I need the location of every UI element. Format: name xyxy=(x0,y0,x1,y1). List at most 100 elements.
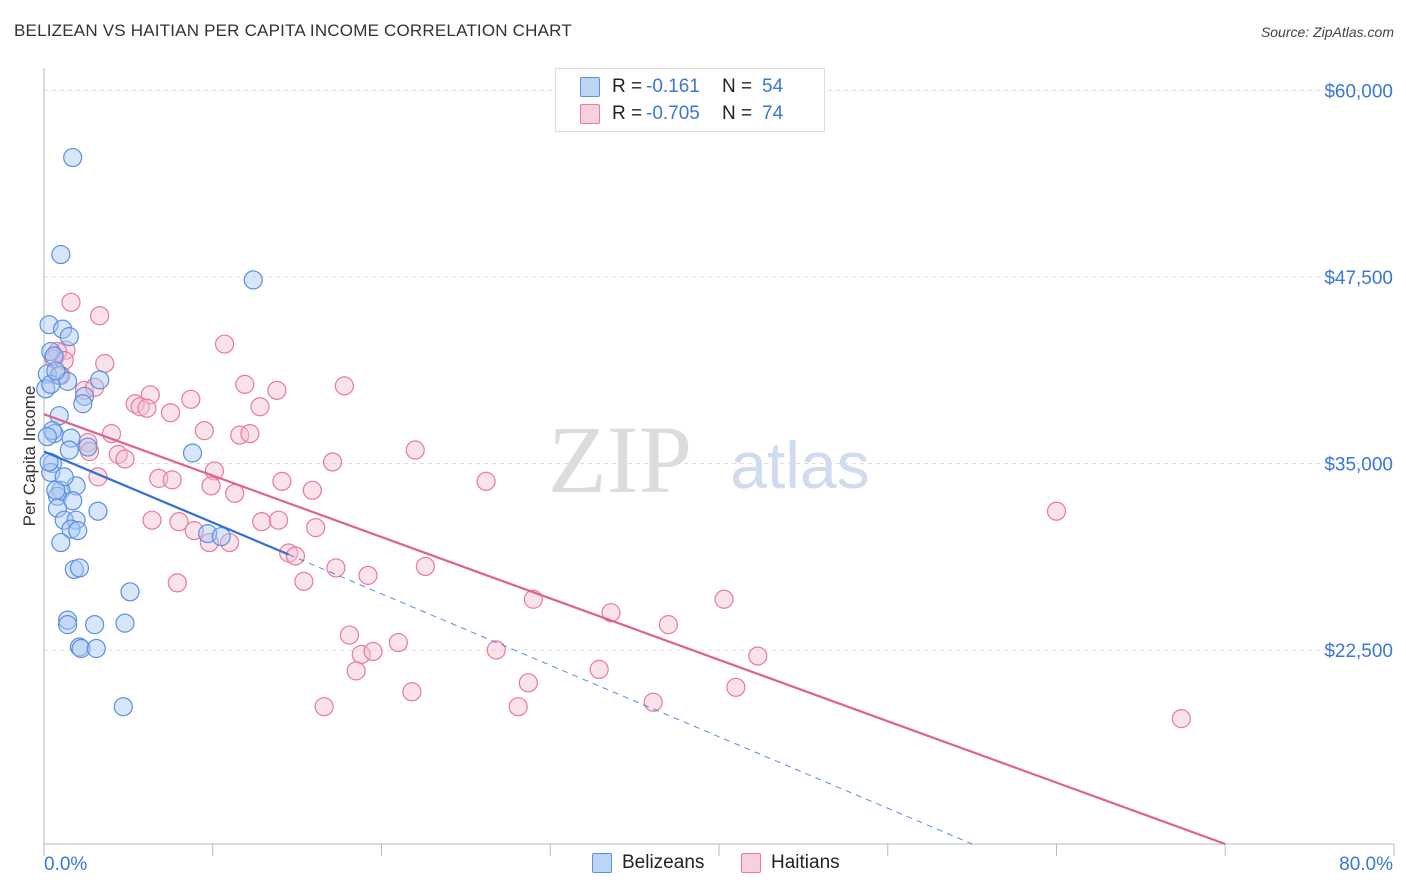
x-tick-label: 80.0% xyxy=(1339,854,1393,875)
legend-r-value: -0.705 xyxy=(646,103,700,124)
belizean-point xyxy=(90,370,110,390)
belizean-point xyxy=(88,501,108,521)
belizean-point xyxy=(182,443,203,463)
axes xyxy=(43,68,1395,856)
legend-r-label: R = xyxy=(612,76,643,97)
legend-row-haitians: R = -0.705 N = 74 xyxy=(580,102,783,126)
haitian-point xyxy=(169,512,189,532)
haitian-point xyxy=(268,510,289,530)
y-tick-labels: $22,500 $35,000 $47,500 $60,000 xyxy=(1324,81,1393,662)
legend-r-value: -0.161 xyxy=(646,76,700,97)
haitian-point xyxy=(714,589,734,609)
haitians-points xyxy=(44,292,1191,729)
haitian-point xyxy=(214,334,235,354)
haitian-point xyxy=(358,565,378,585)
x-tick-labels: 0.0% 80.0% xyxy=(44,854,1393,875)
legend-swatch-blue xyxy=(580,77,600,97)
watermark-atlas: atlas xyxy=(730,428,869,502)
belizean-point xyxy=(51,532,71,553)
belizean-point xyxy=(46,361,66,381)
belizeans-points xyxy=(36,147,263,717)
gridlines xyxy=(44,89,1394,651)
y-tick-label: $60,000 xyxy=(1324,81,1393,102)
belizean-point xyxy=(52,319,73,339)
haitian-point xyxy=(601,603,621,623)
legend-n-value: 54 xyxy=(762,76,784,97)
belizeans-trend-line xyxy=(43,450,290,556)
haitian-point xyxy=(476,471,496,491)
haitian-point xyxy=(130,397,150,417)
haitian-point xyxy=(486,640,506,660)
haitian-point xyxy=(326,558,346,578)
belizean-point xyxy=(61,519,81,539)
haitian-point xyxy=(95,353,115,374)
haitian-point xyxy=(235,374,255,394)
belizean-point xyxy=(46,480,66,500)
haitian-point xyxy=(61,292,81,312)
source-label: Source: ZipAtlas.com xyxy=(1260,24,1394,40)
y-tick-label: $47,500 xyxy=(1324,268,1393,289)
haitian-point xyxy=(181,389,201,409)
belizean-point xyxy=(63,491,83,511)
haitian-point xyxy=(1171,709,1191,729)
belizean-point xyxy=(115,613,135,633)
haitian-point xyxy=(160,403,181,423)
watermark: ZIP atlas xyxy=(548,406,870,513)
legend-swatch-pink xyxy=(580,104,600,124)
legend-n-value: 74 xyxy=(762,103,784,124)
haitian-point xyxy=(272,471,292,491)
belizean-point xyxy=(59,327,79,347)
haitian-point xyxy=(339,625,360,645)
belizean-point xyxy=(78,437,98,457)
bottom-legend-label: Haitians xyxy=(771,852,840,873)
haitian-point xyxy=(167,573,187,593)
haitian-point xyxy=(201,476,221,496)
haitian-point xyxy=(115,449,135,469)
belizean-point xyxy=(42,421,63,441)
haitian-point xyxy=(518,673,538,693)
belizean-point xyxy=(211,526,231,547)
haitian-point xyxy=(240,424,260,444)
haitian-point xyxy=(252,512,272,532)
legend-n-label: N = xyxy=(722,103,753,124)
haitian-point xyxy=(402,682,422,702)
belizean-point xyxy=(61,428,81,448)
belizean-point xyxy=(37,427,57,447)
belizean-point xyxy=(120,582,140,602)
correlation-legend: R = -0.161 N = 54 R = -0.705 N = 74 xyxy=(555,68,825,132)
belizean-point xyxy=(69,558,90,578)
belizean-point xyxy=(58,615,78,635)
haitian-point xyxy=(322,452,343,472)
x-tick-label: 0.0% xyxy=(44,854,87,875)
belizean-point xyxy=(44,346,64,366)
haitian-point xyxy=(658,615,678,635)
belizean-point xyxy=(85,615,105,635)
belizean-point xyxy=(68,521,88,541)
legend-r-label: R = xyxy=(612,103,643,124)
haitian-point xyxy=(230,425,250,445)
legend-n-label: N = xyxy=(722,76,753,97)
haitian-point xyxy=(314,697,334,717)
haitian-point xyxy=(294,571,314,591)
haitian-point xyxy=(90,306,110,326)
bottom-legend-belizeans: Belizeans xyxy=(592,852,704,874)
legend-row-belizeans: R = -0.161 N = 54 xyxy=(580,75,783,99)
haitian-point xyxy=(589,659,609,680)
trend-lines xyxy=(43,413,1226,846)
watermark-zip: ZIP xyxy=(548,406,692,513)
haitian-point xyxy=(363,641,383,662)
bottom-legend-haitians: Haitians xyxy=(741,852,840,874)
y-tick-label: $22,500 xyxy=(1324,641,1393,662)
haitian-point xyxy=(267,380,287,400)
belizeans-trend-extension xyxy=(288,554,973,845)
belizean-point xyxy=(74,386,95,406)
belizean-point xyxy=(58,610,78,630)
haitian-point xyxy=(194,421,214,441)
haitian-point xyxy=(285,546,306,566)
y-axis-title: Per Capita Income xyxy=(20,385,39,527)
haitian-point xyxy=(508,697,528,717)
belizean-point xyxy=(73,394,93,414)
belizean-point xyxy=(86,638,106,659)
belizean-point xyxy=(63,147,83,168)
belizean-point xyxy=(71,638,91,659)
